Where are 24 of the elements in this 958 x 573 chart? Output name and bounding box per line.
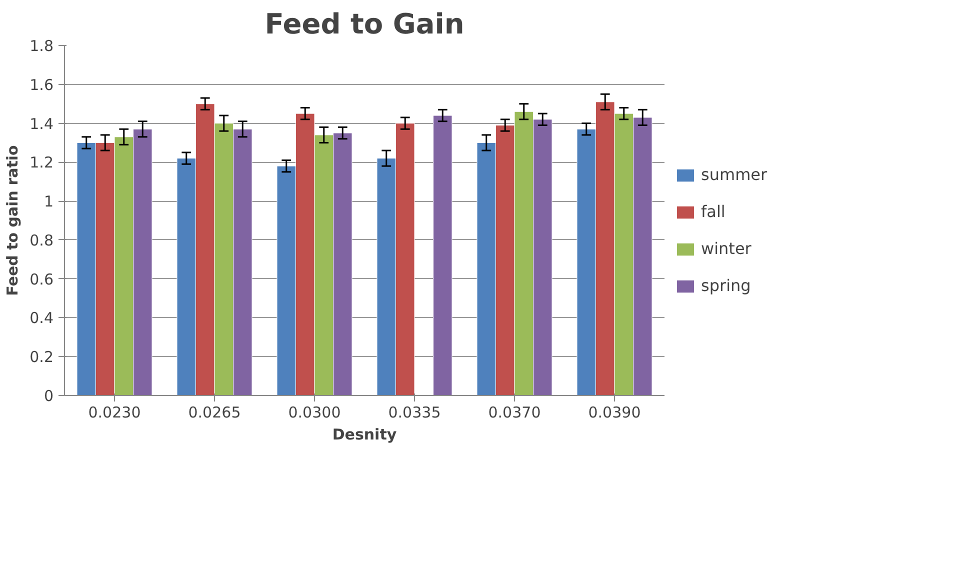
y-tick-label: 1.6 [30,76,54,94]
x-axis-title: Desnity [332,426,397,444]
y-axis-title: Feed to gain ratio [4,145,22,296]
x-tick-label: 0.0300 [288,404,341,422]
y-tick-label: 0.6 [30,270,54,288]
x-tick-label: 0.0265 [188,404,241,422]
bar [433,115,452,396]
x-tick-label: 0.0335 [388,404,441,422]
y-tick-label: 0 [44,387,54,405]
chart-title: Feed to Gain [264,8,464,40]
y-tick-label: 0.4 [30,309,54,328]
y-tick-label: 1 [44,192,54,211]
y-tick-label: 1.8 [30,37,54,55]
legend-label: fall [701,202,726,221]
y-tick-label: 0.2 [30,348,54,366]
legend-label: summer [701,165,768,184]
x-tick-label: 0.0230 [88,404,141,422]
x-tick-label: 0.0370 [488,404,541,422]
legend-label: spring [701,276,751,295]
legend-label: winter [701,239,752,258]
x-tick-label: 0.0390 [588,404,641,422]
y-tick-label: 1.4 [30,114,54,133]
y-tick-label: 0.8 [30,231,54,250]
y-tick-label: 1.2 [30,154,54,172]
